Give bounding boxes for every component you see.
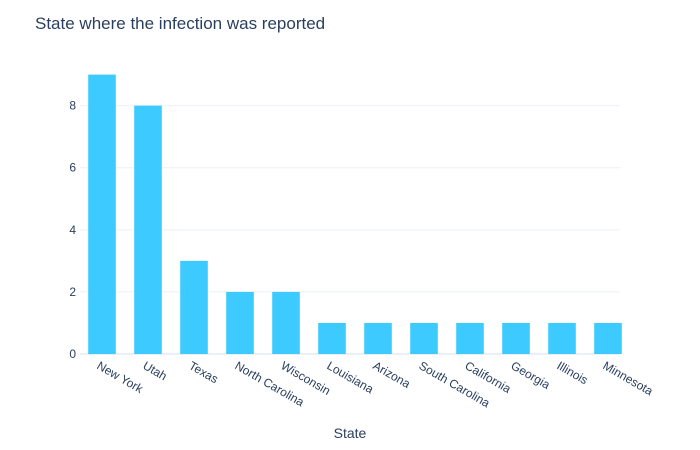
x-axis-title: State xyxy=(334,425,367,441)
bar[interactable] xyxy=(318,322,346,354)
y-tick-label: 6 xyxy=(69,161,76,175)
x-tick-label: New York xyxy=(95,358,147,396)
gridlines xyxy=(80,105,620,355)
bar[interactable] xyxy=(594,322,622,354)
bar[interactable] xyxy=(226,291,254,354)
x-tick-label: Georgia xyxy=(509,358,553,392)
bar[interactable] xyxy=(456,322,484,354)
x-tick-label: Minnesota xyxy=(601,358,656,398)
x-tick-label: Arizona xyxy=(371,358,414,391)
y-tick-label: 0 xyxy=(69,347,76,361)
bar[interactable] xyxy=(180,260,208,354)
bar[interactable] xyxy=(272,291,300,354)
bar[interactable] xyxy=(364,322,392,354)
x-tick-label: Utah xyxy=(141,358,170,383)
x-tick-label: Louisiana xyxy=(325,358,377,396)
x-tick-label: Illinois xyxy=(555,358,591,387)
y-tick-label: 8 xyxy=(69,99,76,113)
bar[interactable] xyxy=(134,105,162,354)
y-tick-label: 4 xyxy=(69,223,76,237)
bar[interactable] xyxy=(548,322,576,354)
y-tick-labels: 0 2 4 6 8 xyxy=(69,99,76,361)
y-tick-label: 2 xyxy=(69,285,76,299)
chart-title: State where the infection was reported xyxy=(35,14,325,33)
bar[interactable] xyxy=(88,74,116,354)
bar[interactable] xyxy=(410,322,438,354)
bars xyxy=(88,74,622,354)
bar[interactable] xyxy=(502,322,530,354)
x-tick-label: Texas xyxy=(187,358,221,386)
